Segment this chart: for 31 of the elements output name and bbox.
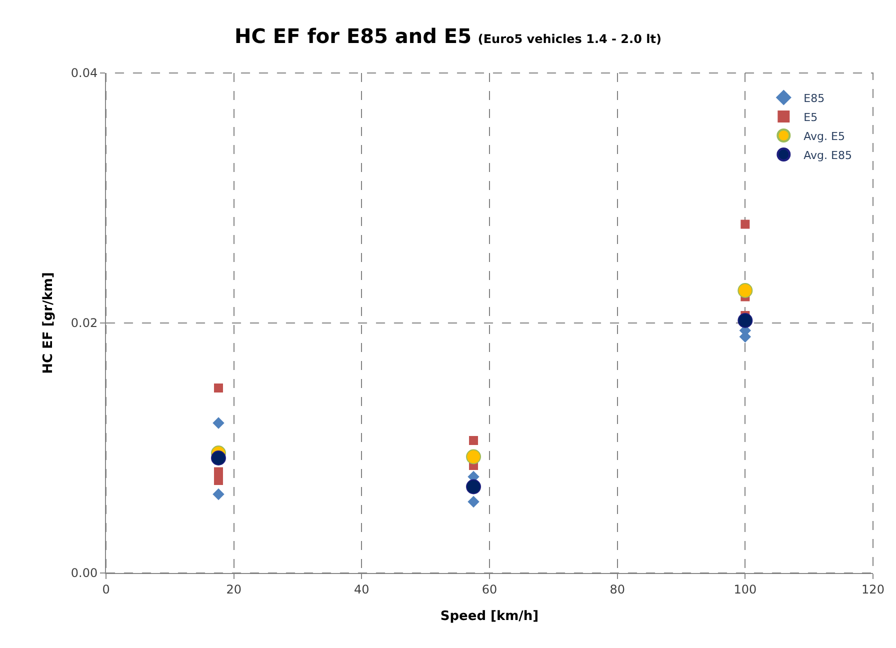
point bbox=[740, 220, 750, 229]
point bbox=[214, 476, 223, 485]
legend-label: E85 bbox=[804, 92, 825, 105]
x-tick-label: 60 bbox=[482, 582, 498, 596]
point bbox=[738, 313, 753, 328]
point bbox=[468, 496, 480, 508]
x-axis-title: Speed [km/h] bbox=[440, 609, 539, 624]
legend-label: E5 bbox=[804, 110, 818, 124]
y-tick-label: 0.00 bbox=[70, 566, 98, 580]
legend-label: Avg. E85 bbox=[804, 148, 852, 162]
point bbox=[466, 479, 482, 494]
x-tick-label: 0 bbox=[102, 582, 110, 596]
x-tick-label: 80 bbox=[610, 582, 625, 596]
point bbox=[214, 467, 223, 476]
y-tick-label: 0.02 bbox=[70, 316, 98, 330]
y-axis-title: HC EF [gr/km] bbox=[40, 272, 56, 374]
x-tick-label: 20 bbox=[226, 582, 242, 596]
point bbox=[212, 417, 224, 429]
x-tick-label: 40 bbox=[354, 582, 370, 596]
point bbox=[738, 283, 753, 298]
chart-subtitle: (Euro5 vehicles 1.4 - 2.0 lt) bbox=[478, 32, 662, 46]
x-tick-label: 120 bbox=[862, 582, 884, 596]
point bbox=[210, 450, 226, 466]
x-tick-label: 100 bbox=[734, 582, 757, 596]
point bbox=[469, 436, 478, 445]
legend-label: Avg. E5 bbox=[804, 130, 845, 143]
y-tick-label: 0.04 bbox=[70, 66, 98, 80]
point bbox=[212, 488, 224, 500]
chart-title: HC EF for E85 and E5 bbox=[234, 24, 472, 48]
point bbox=[214, 384, 223, 392]
point bbox=[466, 449, 482, 464]
